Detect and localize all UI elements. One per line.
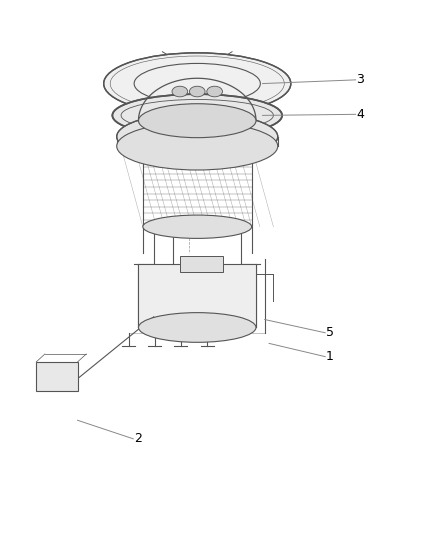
Ellipse shape xyxy=(104,53,291,114)
Ellipse shape xyxy=(113,94,282,136)
Ellipse shape xyxy=(117,122,278,170)
Ellipse shape xyxy=(172,86,187,97)
Text: 3: 3 xyxy=(356,74,364,86)
Ellipse shape xyxy=(138,313,256,342)
Text: 1: 1 xyxy=(325,350,333,363)
Ellipse shape xyxy=(143,215,252,238)
Ellipse shape xyxy=(117,113,278,160)
Text: 2: 2 xyxy=(134,432,142,446)
Bar xyxy=(138,264,256,327)
Ellipse shape xyxy=(138,104,256,138)
Text: 4: 4 xyxy=(356,108,364,121)
Ellipse shape xyxy=(189,86,205,97)
Bar xyxy=(36,362,78,391)
Ellipse shape xyxy=(207,86,223,97)
Bar xyxy=(180,256,223,272)
Text: 5: 5 xyxy=(325,326,334,340)
